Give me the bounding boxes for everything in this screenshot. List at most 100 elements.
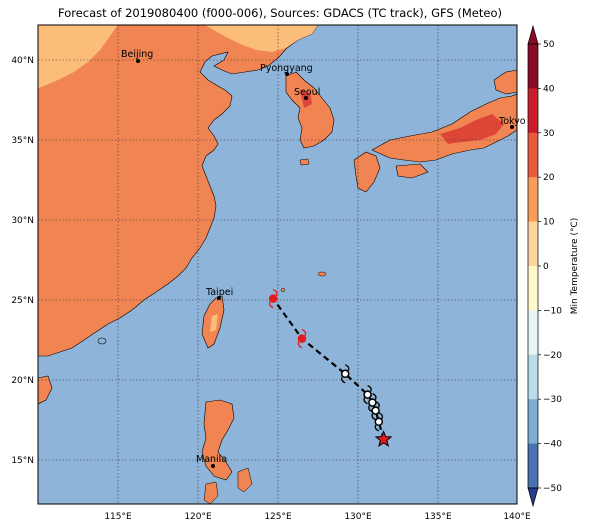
- island-okinawa: [317, 271, 327, 277]
- city-label-pyongyang: Pyongyang: [260, 63, 313, 74]
- colorbar: 50 40 30 20 10 0 −10 −20 −30 −40 −50: [527, 24, 562, 508]
- tropical-depression-icon: [363, 390, 372, 399]
- latitude-labels: 40°N 35°N 30°N 25°N 20°N 15°N: [11, 56, 34, 466]
- city-dot-taipei: [217, 296, 221, 300]
- lat-label-30: 30°N: [11, 216, 34, 226]
- lat-label-15: 15°N: [11, 456, 34, 466]
- lon-label-125: 125°E: [264, 512, 292, 522]
- city-label-tokyo: Tokyo: [498, 116, 526, 127]
- lon-label-130: 130°E: [344, 512, 372, 522]
- colorbar-tick-label: −40: [543, 440, 562, 450]
- tropical-storm-icon: [297, 334, 307, 343]
- cyclone-arm-icon: [268, 301, 274, 309]
- lon-label-115: 115°E: [104, 512, 132, 522]
- city-dot-pyongyang: [285, 72, 289, 76]
- land-japan-honshu: [371, 93, 517, 163]
- cyclone-arm-icon: [363, 397, 368, 405]
- cyclone-arm-icon: [374, 424, 380, 432]
- colorbar-tick-label: 40: [543, 84, 555, 94]
- map-area[interactable]: [38, 25, 517, 504]
- land-mindoro: [203, 481, 219, 504]
- colorbar-segment-8: [528, 399, 538, 445]
- city-dot-seoul: [304, 96, 308, 100]
- cyclone-arm-icon: [344, 364, 350, 372]
- longitude-labels: 115°E 120°E 125°E 130°E 135°E 140°E: [104, 512, 531, 522]
- track-point-2[interactable]: [371, 400, 380, 421]
- track-point-6[interactable]: [297, 328, 307, 349]
- cyclone-arm-icon: [297, 341, 303, 349]
- colorbar-extend-min: [527, 487, 539, 508]
- cyclone-track-points: [268, 288, 393, 448]
- colorbar-tick-label: −10: [543, 306, 562, 316]
- colorbar-segment-2: [528, 132, 538, 178]
- city-markers: Beijing Pyongyang Seoul Tokyo Taipei Man…: [121, 49, 526, 468]
- graticule: [38, 25, 517, 504]
- land-jeju: [299, 158, 310, 166]
- track-point-7[interactable]: [268, 288, 278, 309]
- colorbar-tick-label: 10: [543, 218, 555, 228]
- colorbar-tick-label: −30: [543, 395, 562, 405]
- land-taiwan-hot: [210, 314, 218, 332]
- colorbar-tick-label: −50: [543, 484, 562, 494]
- track-point-1[interactable]: [374, 412, 384, 432]
- lat-label-20: 20°N: [11, 376, 34, 386]
- lon-label-140: 140°E: [503, 512, 531, 522]
- lon-label-120: 120°E: [184, 512, 212, 522]
- land-indochina: [38, 375, 53, 405]
- lon-label-135: 135°E: [424, 512, 452, 522]
- land-northeast-cool: [205, 25, 318, 52]
- city-dot-manila: [211, 464, 215, 468]
- colorbar-label: Min Temperature (°C): [570, 218, 580, 315]
- colorbar-tick-label: 20: [543, 173, 555, 183]
- track-point-3[interactable]: [368, 392, 377, 413]
- colorbar-segment-0: [528, 44, 538, 89]
- map-title: Forecast of 2019080400 (f000-006), Sourc…: [58, 6, 502, 20]
- colorbar-extend-max: [527, 24, 539, 45]
- city-label-seoul: Seoul: [294, 87, 320, 98]
- land-north-cool: [38, 25, 118, 88]
- cyclone-arm-icon: [372, 392, 377, 400]
- cyclone-arm-icon: [371, 413, 376, 421]
- colorbar-segment-4: [528, 221, 538, 267]
- lat-label-25: 25°N: [11, 296, 34, 306]
- tropical-depression-icon: [368, 398, 377, 407]
- map-frame: [37, 24, 518, 505]
- city-dot-tokyo: [510, 125, 514, 129]
- land-japan-north: [493, 69, 517, 95]
- land-mainland: [38, 25, 319, 357]
- tropical-depression-icon: [374, 417, 384, 427]
- cyclone-arm-icon: [340, 376, 346, 384]
- colorbar-segment-1: [528, 88, 538, 134]
- cyclone-arm-icon: [368, 405, 373, 413]
- track-point-4[interactable]: [363, 384, 372, 405]
- colorbar-tick-label: 0: [543, 262, 549, 272]
- current-position-star-icon: [374, 430, 393, 448]
- cyclone-arm-icon: [378, 412, 384, 420]
- tropical-depression-icon: [340, 369, 350, 379]
- lat-label-40: 40°N: [11, 56, 34, 66]
- tropical-storm-icon: [268, 294, 278, 303]
- colorbar-tick-label: 50: [543, 40, 555, 50]
- colorbar-segment-7: [528, 354, 538, 400]
- land-japan-hot: [440, 114, 504, 144]
- island-yaeyama: [280, 288, 286, 292]
- cyclone-arm-icon: [272, 288, 278, 296]
- cyclone-arm-icon: [367, 384, 372, 392]
- lat-label-35: 35°N: [11, 136, 34, 146]
- island-hongkong: [97, 337, 107, 345]
- city-dot-beijing: [136, 59, 140, 63]
- cyclone-arm-icon: [301, 328, 307, 336]
- city-label-manila: Manila: [196, 454, 227, 465]
- track-point-5[interactable]: [340, 364, 350, 384]
- city-label-beijing: Beijing: [121, 49, 153, 60]
- colorbar-segment-5: [528, 266, 538, 311]
- land-samar: [237, 467, 253, 493]
- land-korea: [285, 71, 335, 149]
- land-japan-kyushu: [353, 151, 381, 193]
- track-point-0[interactable]: [374, 430, 393, 448]
- colorbar-segment-6: [528, 310, 538, 356]
- colorbar-segment-3: [528, 177, 538, 223]
- colorbar-tick-label: −20: [543, 351, 562, 361]
- colorbar-segment-9: [528, 443, 538, 489]
